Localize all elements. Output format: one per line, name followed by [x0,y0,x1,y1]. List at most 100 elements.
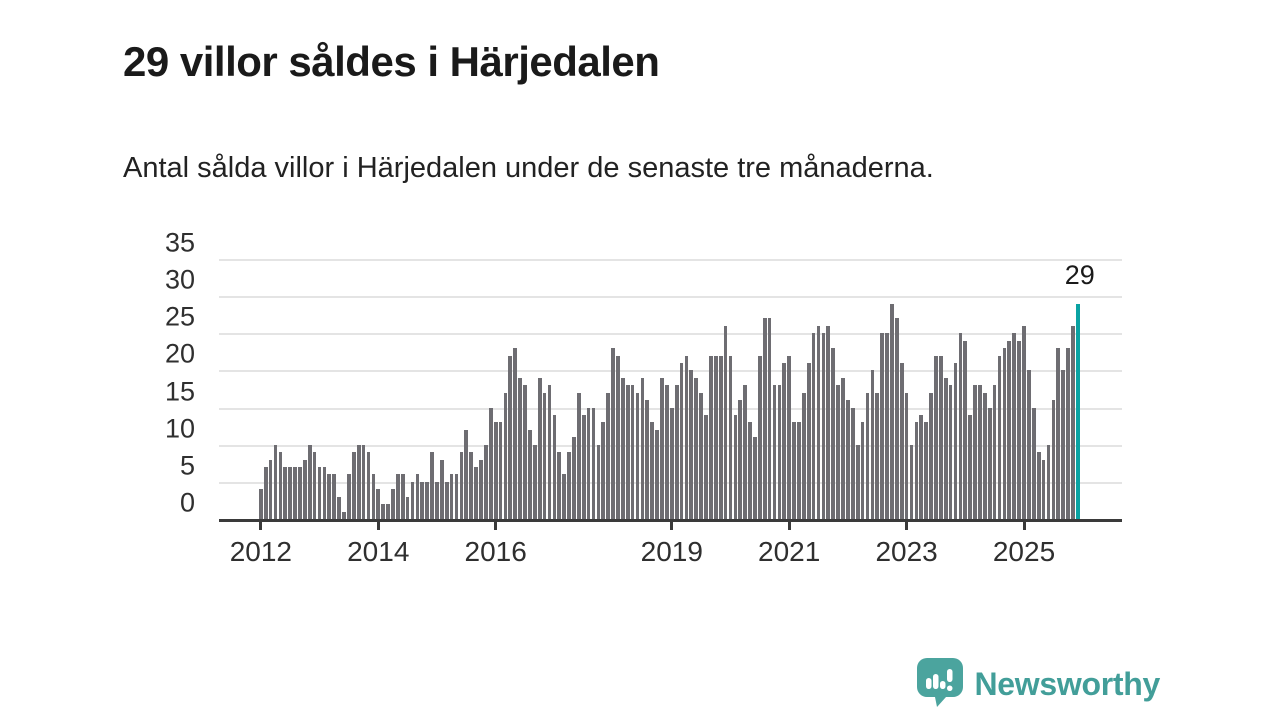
bar [660,377,664,519]
bar [430,452,434,519]
bar [983,392,987,519]
bar [405,496,410,519]
bar [841,377,845,519]
bar [391,489,395,519]
x-axis-tick [1022,521,1026,530]
bar [562,474,566,519]
bar [601,422,606,519]
bar [958,333,963,519]
bar [934,355,938,519]
bar [1031,407,1036,519]
bar [850,407,855,519]
bar [518,377,522,519]
bar [635,392,640,519]
bar [909,444,914,519]
bar [811,333,816,519]
bar [1036,452,1041,519]
bar [826,325,831,519]
bar [498,422,503,519]
bar [508,355,513,519]
bar [503,392,508,519]
bar [713,355,718,519]
bar [865,392,870,519]
bar [386,504,390,519]
bar [479,459,483,519]
bar [1046,444,1051,519]
bar-latest-highlight [1075,303,1081,519]
bar [767,318,772,519]
bar [630,385,635,519]
bar [997,355,1002,519]
bar [704,415,708,519]
bar [312,452,317,519]
x-axis-tick-label: 2014 [347,536,410,567]
bar [273,444,278,519]
bar [640,377,645,519]
bar [924,422,928,519]
x-axis-tick [905,521,909,530]
y-axis-tick-label: 5 [179,450,195,481]
bar [410,481,415,519]
bar [973,385,977,519]
bar [464,429,469,519]
bar [547,385,552,519]
bar [611,348,615,519]
bar [782,363,787,519]
bar [581,415,586,519]
bar [806,363,811,519]
bar [454,474,459,519]
bar [738,400,743,519]
bar [395,474,400,519]
bar [366,452,371,519]
bar [802,392,806,519]
x-axis-tick-label: 2016 [464,536,527,567]
bar [914,422,919,519]
bar [347,474,351,519]
bar [298,467,302,519]
x-axis-tick [787,521,791,530]
bar [948,385,953,519]
bar [567,452,571,519]
bar [753,437,757,519]
bar [435,481,439,519]
bar [1071,325,1075,519]
bar [645,400,650,519]
y-axis-tick-label: 35 [164,227,195,258]
bar [263,467,268,519]
bar [1007,340,1012,519]
bar [860,422,865,519]
bar [709,355,713,519]
bar [836,385,840,519]
bar [288,467,293,519]
bar [351,452,356,519]
bar [665,385,669,519]
chart-title: 29 villor såldes i Härjedalen [123,38,660,86]
bar [268,459,273,519]
bar [797,422,801,519]
bar [488,407,493,519]
bar [400,474,405,519]
newsworthy-bubble-chart-icon [916,657,964,712]
bar [283,467,288,519]
bar [327,474,332,519]
x-axis-tick-label: 2025 [992,536,1056,567]
bar [322,467,327,519]
bar [440,459,444,519]
bar [1002,348,1007,519]
bar [1022,325,1026,519]
bar [772,385,777,519]
bar [552,415,557,519]
gridline [219,296,1122,299]
bar [342,511,346,519]
bar [728,355,733,519]
bar [537,377,542,519]
bar [875,392,880,519]
bar [596,444,601,519]
bar [899,363,904,519]
bar [303,459,307,519]
bar [650,422,655,519]
bar [904,392,909,519]
bar [694,377,699,519]
bar [425,481,429,519]
x-axis-tick-label: 2012 [229,536,292,567]
